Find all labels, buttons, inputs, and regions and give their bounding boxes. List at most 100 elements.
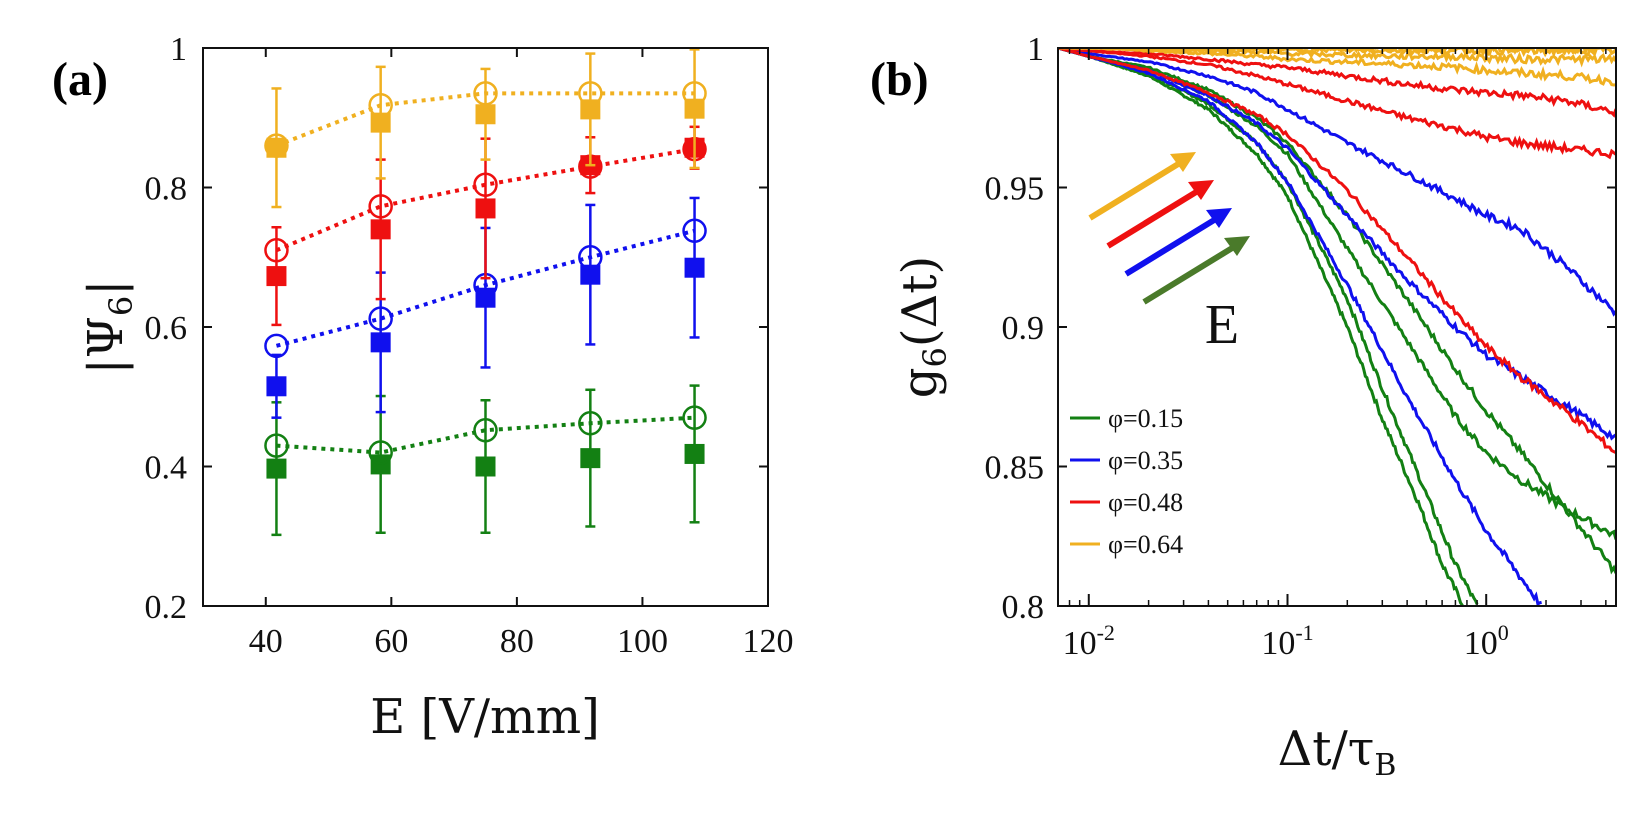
a-xtick-label-0: 40 xyxy=(249,623,283,660)
panel-a-xlabel: E [V/mm] xyxy=(370,689,600,745)
a-dotted-line-red xyxy=(275,147,695,253)
a-xtick-label-1: 60 xyxy=(374,623,408,660)
a-ytick-label-4: 1 xyxy=(170,31,187,68)
panel-a-label: (a) xyxy=(52,53,108,106)
panel-b-label: (b) xyxy=(870,53,929,106)
b-ytick-label-4: 1 xyxy=(1027,31,1044,68)
panel-b-xlabel: Δt/τB xyxy=(1278,721,1397,783)
a-circle-green-2 xyxy=(473,417,498,443)
arrow-yellow-head xyxy=(1170,152,1196,172)
panel-a-ylabel: |Ψ6| xyxy=(78,280,140,375)
b-xtick-base-0: 10 xyxy=(1063,625,1097,662)
b-curve-10 xyxy=(1058,48,1616,87)
arrow-red xyxy=(1106,183,1208,249)
a-dotted-line-green xyxy=(276,415,695,455)
a-ytick-label-2: 0.6 xyxy=(145,310,188,347)
a-xtick-label-2: 80 xyxy=(500,623,534,660)
a-circle-blue-3 xyxy=(578,245,603,270)
a-square-green-0 xyxy=(266,458,287,479)
b-xtick-label-2: 100 xyxy=(1464,620,1509,662)
panel-b-frame xyxy=(1057,47,1617,607)
b-curve-9 xyxy=(1058,48,1616,118)
a-circle-red-1 xyxy=(368,194,393,219)
a-square-blue-2 xyxy=(475,287,496,308)
a-circle-blue-1 xyxy=(368,306,393,331)
a-circle-green-0 xyxy=(264,433,289,458)
panel-b-ylabel-main: g xyxy=(892,368,948,399)
b-xtick-base-1: 10 xyxy=(1261,625,1295,662)
b-ytick-label-0: 0.8 xyxy=(1002,589,1045,626)
a-series-green xyxy=(264,384,707,537)
a-circle-yellow-2 xyxy=(473,81,498,106)
a-xtick-label-4: 120 xyxy=(743,623,794,660)
legend-label-0: φ=0.15 xyxy=(1108,404,1183,433)
a-circle-yellow-3 xyxy=(578,81,603,106)
a-circle-blue-4 xyxy=(682,218,707,243)
a-circle-green-1 xyxy=(368,440,393,465)
b-curve-6 xyxy=(1058,48,1616,317)
arrow-red-head xyxy=(1188,180,1214,200)
legend-label-3: φ=0.64 xyxy=(1108,530,1183,559)
a-ytick-label-3: 0.8 xyxy=(145,171,188,208)
b-xtick-label-1: 10-1 xyxy=(1261,620,1313,662)
panel-b-ylabel-end: (Δt) xyxy=(892,256,948,347)
panel-b-xlabel-main: Δt/τ xyxy=(1278,721,1375,777)
panel-b-lines xyxy=(1058,48,1616,606)
a-series-yellow xyxy=(264,48,707,209)
a-square-green-4 xyxy=(684,443,705,464)
a-circle-red-2 xyxy=(473,172,498,197)
arrow-olive xyxy=(1142,239,1244,305)
b-curve-8 xyxy=(1058,48,1616,160)
a-square-yellow-2 xyxy=(475,104,496,125)
b-curve-0 xyxy=(1058,48,1465,606)
a-circle-red-0 xyxy=(264,238,289,263)
arrow-olive-head xyxy=(1224,236,1250,256)
a-square-blue-1 xyxy=(370,332,391,353)
panel-a-ylabel-main: |Ψ xyxy=(78,316,134,374)
b-ytick-label-3: 0.95 xyxy=(985,171,1045,208)
a-circle-blue-0 xyxy=(264,333,289,359)
panel-a-ylabel-end: | xyxy=(78,280,134,296)
b-ytick-label-2: 0.9 xyxy=(1002,310,1045,347)
panel-a-ylabel-sub: 6 xyxy=(102,296,140,316)
panel-b-legend: φ=0.15 φ=0.35 φ=0.48 φ=0.64 xyxy=(1070,404,1183,559)
a-square-red-1 xyxy=(370,219,391,240)
b-ytick-label-1: 0.85 xyxy=(985,450,1045,487)
panel-b-xlabel-sub: B xyxy=(1374,748,1396,783)
a-ytick-label-0: 0.2 xyxy=(145,589,188,626)
b-xtick-exp-1: -1 xyxy=(1295,620,1313,645)
a-circle-green-3 xyxy=(578,411,603,436)
panel-a: (a) 40 60 80 100 120 0.2 0.4 0.6 0.8 1 E [V/mm] |… xyxy=(52,31,794,745)
arrow-yellow xyxy=(1088,155,1190,221)
arrow-blue-head xyxy=(1206,208,1232,228)
a-circle-green-4 xyxy=(682,405,707,430)
panel-b-ylabel: g6(Δt) xyxy=(892,256,954,399)
a-circle-yellow-1 xyxy=(368,92,393,118)
a-ytick-label-1: 0.4 xyxy=(145,450,188,487)
legend-label-1: φ=0.35 xyxy=(1108,446,1183,475)
a-square-green-3 xyxy=(580,448,601,469)
a-square-yellow-1 xyxy=(370,112,391,133)
panel-b-ylabel-sub: 6 xyxy=(916,347,954,367)
panel-a-ticks: 40 60 80 100 120 0.2 0.4 0.6 0.8 1 xyxy=(145,31,794,660)
a-square-red-0 xyxy=(266,266,287,287)
b-xtick-label-0: 10-2 xyxy=(1063,620,1115,662)
a-square-blue-4 xyxy=(684,257,705,278)
arrow-label-e: E xyxy=(1205,294,1239,356)
a-circle-yellow-4 xyxy=(682,81,707,106)
b-xtick-exp-0: -2 xyxy=(1097,620,1115,645)
b-xtick-exp-2: 0 xyxy=(1498,620,1509,645)
b-curve-7 xyxy=(1058,48,1616,454)
a-circle-yellow-0 xyxy=(264,133,289,158)
panel-a-marks xyxy=(264,48,707,537)
arrow-blue xyxy=(1124,211,1226,277)
b-curve-4 xyxy=(1058,48,1542,606)
a-xtick-label-3: 100 xyxy=(617,623,668,660)
a-square-blue-0 xyxy=(266,376,287,397)
a-square-yellow-0 xyxy=(266,137,287,158)
a-square-green-2 xyxy=(475,456,496,477)
e-field-arrows: E xyxy=(1088,152,1250,356)
